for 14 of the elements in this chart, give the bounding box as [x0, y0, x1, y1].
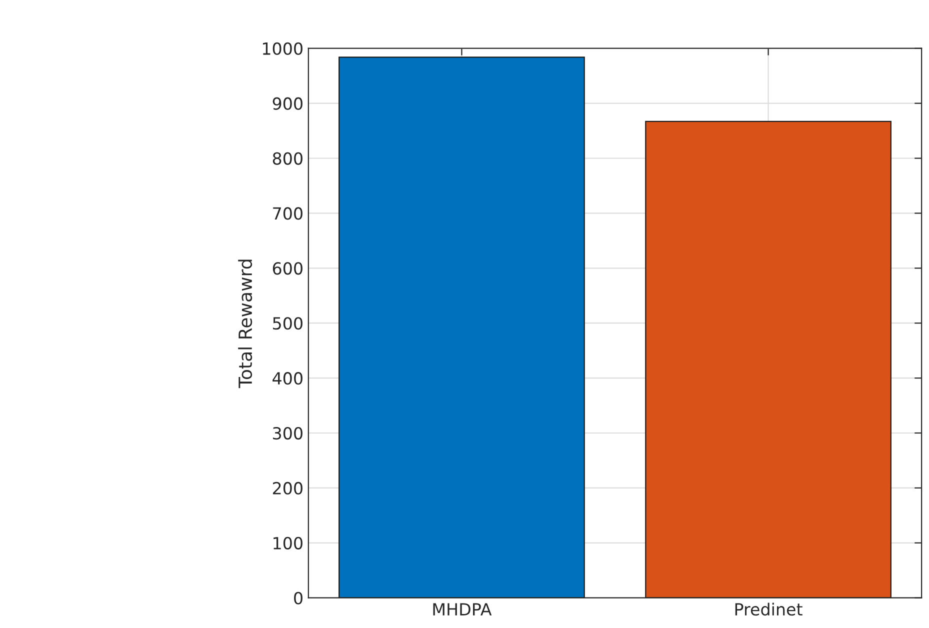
y-tick-label: 900	[272, 97, 302, 110]
y-tick-label: 100	[274, 536, 302, 550]
y-tick-label: 0	[294, 592, 302, 604]
y-tick-label: 300	[273, 426, 302, 440]
x-tick-label: Predinet	[735, 602, 802, 616]
y-tick-label: 700	[273, 207, 302, 220]
y-tick-label: 600	[272, 262, 302, 275]
y-axis-title: Total Rewawrd	[238, 260, 252, 388]
x-tick-label: MHDPA	[433, 603, 492, 616]
y-tick-label: 400	[272, 372, 302, 385]
y-tick-label: 800	[272, 152, 302, 165]
y-tick-label: 500	[273, 317, 302, 330]
y-tick-label: 1000	[262, 42, 302, 55]
y-tick-label: 200	[272, 482, 302, 495]
